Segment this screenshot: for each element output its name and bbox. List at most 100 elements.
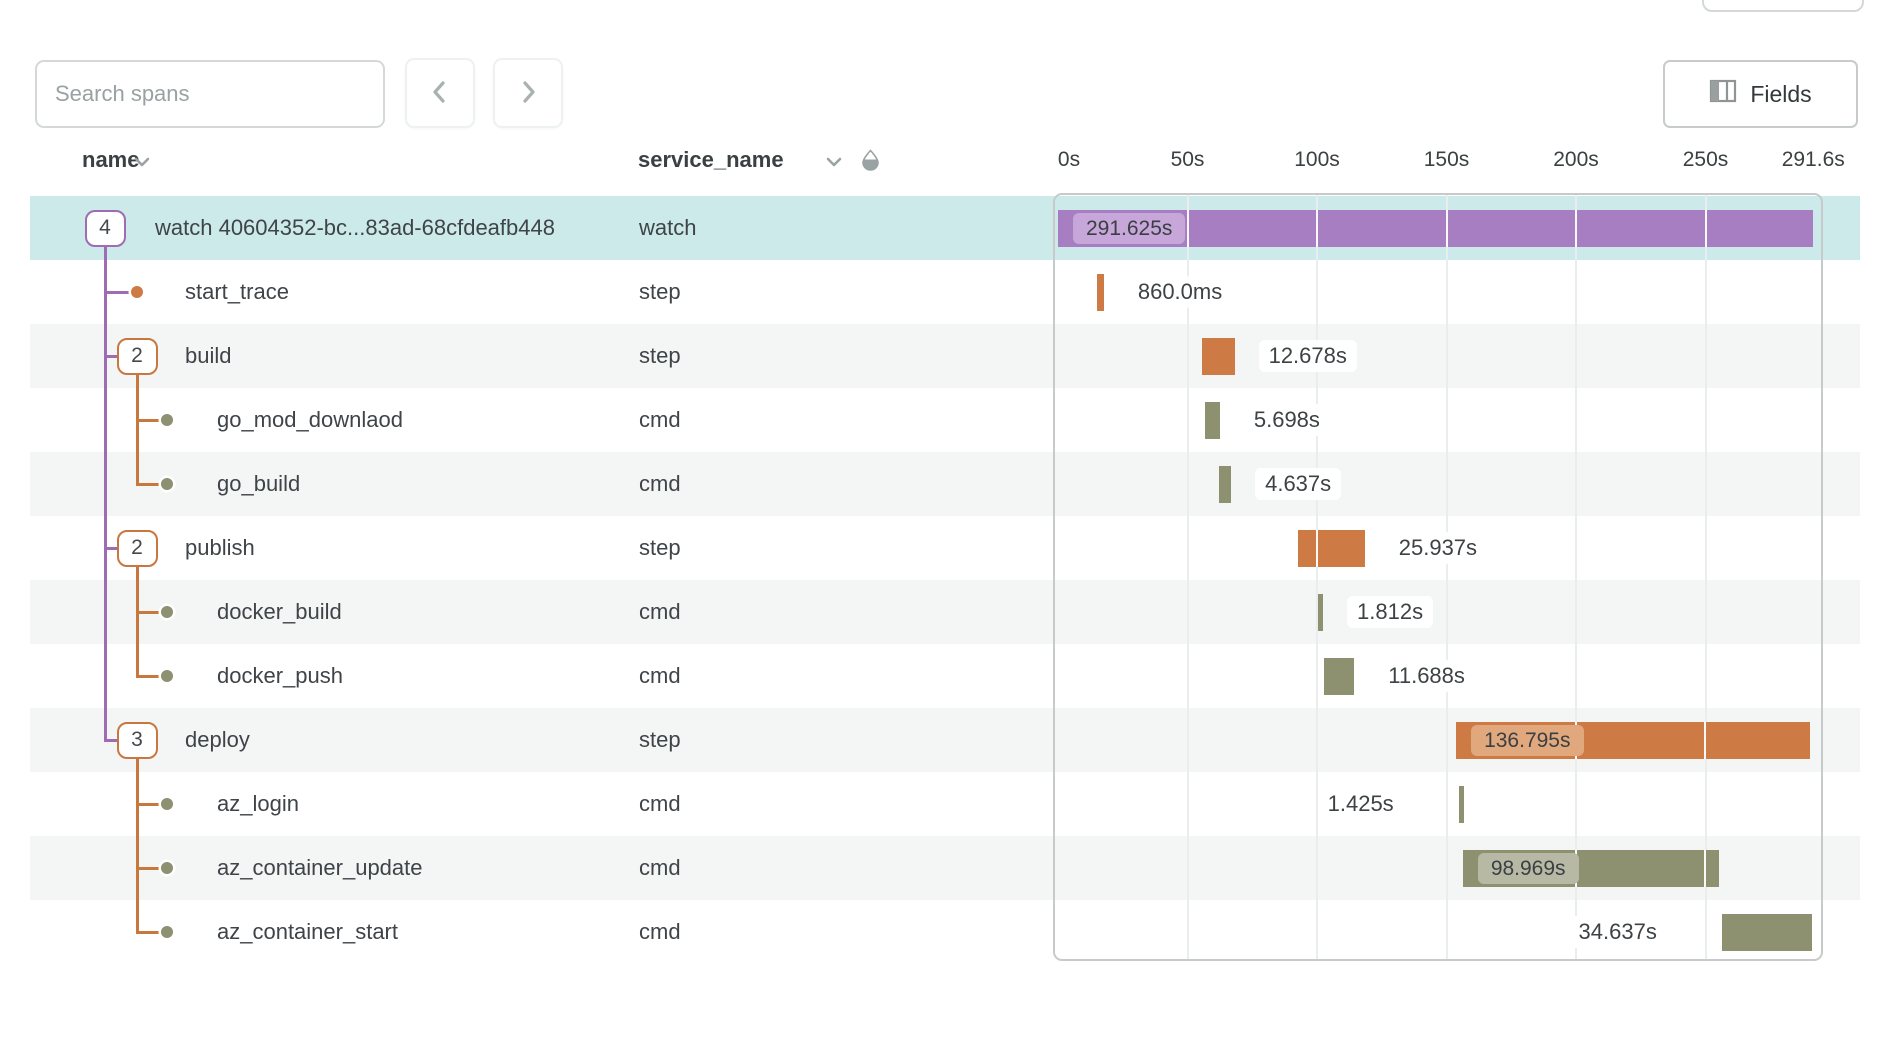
span-service-name: step: [639, 279, 681, 304]
leaf-dot-icon: [161, 478, 173, 490]
duration-label: 1.425s: [1317, 788, 1404, 820]
axis-tick-label: 150s: [1423, 148, 1470, 171]
span-service-name: cmd: [639, 791, 681, 816]
span-bar[interactable]: 98.969s: [1462, 849, 1720, 887]
fields-button[interactable]: Fields: [1663, 60, 1858, 128]
collapse-badge[interactable]: 2: [116, 529, 158, 567]
tree-line: [103, 738, 117, 742]
duration-label: 11.688s: [1378, 660, 1475, 692]
leaf-dot-icon: [161, 926, 173, 938]
gridline-overlay: [1704, 721, 1707, 759]
partial-top-button[interactable]: [1702, 0, 1864, 12]
span-name: build: [185, 343, 232, 368]
gridline: [1575, 195, 1577, 961]
sort-chevron-icon[interactable]: [824, 152, 844, 177]
duration-label: 98.969s: [1477, 852, 1579, 884]
prev-button[interactable]: [405, 58, 475, 128]
span-service-name: step: [639, 727, 681, 752]
gridline: [1316, 195, 1318, 961]
tree-line: [135, 802, 161, 806]
duration-label: 1.812s: [1347, 596, 1434, 628]
group-by-droplet-icon[interactable]: [860, 149, 881, 176]
span-bar[interactable]: [1721, 913, 1812, 951]
span-name: docker_build: [217, 599, 342, 624]
span-bar[interactable]: [1096, 273, 1104, 311]
tree-line: [103, 546, 117, 550]
span-service-name: cmd: [639, 663, 681, 688]
duration-label: 12.678s: [1258, 340, 1357, 372]
span-row[interactable]: [30, 516, 1860, 580]
span-name: watch 40604352-bc...83ad-68cfdeafb448: [155, 215, 555, 240]
search-input[interactable]: [35, 60, 385, 128]
column-header-service-name[interactable]: service_name: [638, 147, 784, 172]
gridline: [1704, 195, 1707, 961]
span-bar[interactable]: [1201, 337, 1235, 375]
next-button[interactable]: [493, 58, 563, 128]
collapse-badge[interactable]: 4: [84, 209, 126, 247]
span-bar[interactable]: 291.625s: [1058, 209, 1814, 247]
gridline: [1186, 195, 1189, 961]
span-name: deploy: [185, 727, 250, 752]
span-name: publish: [185, 535, 255, 560]
span-service-name: watch: [639, 215, 697, 240]
duration-label: 4.637s: [1255, 468, 1342, 500]
collapse-badge[interactable]: 2: [116, 337, 158, 375]
span-service-name: cmd: [639, 855, 681, 880]
duration-label: 5.698s: [1243, 404, 1330, 436]
columns-icon: [1709, 78, 1737, 110]
axis-tick-label: 50s: [1170, 148, 1205, 171]
duration-label: 291.625s: [1073, 212, 1186, 244]
span-bar[interactable]: [1458, 785, 1464, 823]
collapse-badge[interactable]: 3: [116, 721, 158, 759]
column-header-name[interactable]: name: [82, 147, 140, 172]
span-service-name: step: [639, 343, 681, 368]
tree-line: [135, 482, 161, 486]
leaf-dot-icon: [161, 670, 173, 682]
tree-line: [135, 610, 161, 614]
axis-tick-label: 100s: [1294, 148, 1340, 171]
duration-label: 860.0ms: [1127, 276, 1233, 308]
span-bar[interactable]: [1297, 529, 1365, 567]
axis-tick-label: 200s: [1553, 148, 1599, 171]
span-name: go_mod_downlaod: [217, 407, 403, 432]
span-bar[interactable]: [1318, 593, 1324, 631]
tree-line: [135, 674, 161, 678]
span-bar[interactable]: [1323, 657, 1355, 695]
tree-line: [103, 246, 107, 740]
span-row[interactable]: [30, 644, 1860, 708]
tree-line: [135, 758, 139, 932]
tree-line: [135, 418, 161, 422]
span-row[interactable]: [30, 452, 1860, 516]
duration-label: 25.937s: [1388, 532, 1488, 564]
axis-tick-label: 291.6s: [1781, 148, 1845, 171]
tree-line: [135, 930, 161, 934]
span-row[interactable]: [30, 580, 1860, 644]
span-bar[interactable]: [1219, 465, 1232, 503]
fields-button-label: Fields: [1750, 80, 1812, 107]
span-row[interactable]: [30, 900, 1860, 964]
span-service-name: cmd: [639, 599, 681, 624]
leaf-dot-icon: [131, 286, 143, 298]
duration-label: 136.795s: [1471, 724, 1584, 756]
axis-tick-label: 0s: [1057, 148, 1081, 171]
sort-chevron-icon[interactable]: [132, 152, 152, 177]
gridline: [1445, 195, 1448, 961]
gridline-overlay: [1445, 209, 1448, 247]
tree-line: [103, 290, 131, 294]
duration-label: 34.637s: [1568, 916, 1667, 948]
span-row[interactable]: [30, 772, 1860, 836]
gridline-overlay: [1575, 209, 1577, 247]
gridline-overlay: [1186, 209, 1189, 247]
span-name: go_build: [217, 471, 301, 496]
span-row[interactable]: [30, 324, 1860, 388]
span-bar[interactable]: [1205, 401, 1220, 439]
span-service-name: step: [639, 535, 681, 560]
span-service-name: cmd: [639, 471, 681, 496]
gridline-overlay: [1315, 529, 1318, 567]
span-bar[interactable]: 136.795s: [1456, 721, 1811, 759]
span-row[interactable]: [30, 260, 1860, 324]
leaf-dot-icon: [161, 798, 173, 810]
chevron-left-icon: [426, 78, 454, 109]
span-row[interactable]: [30, 388, 1860, 452]
